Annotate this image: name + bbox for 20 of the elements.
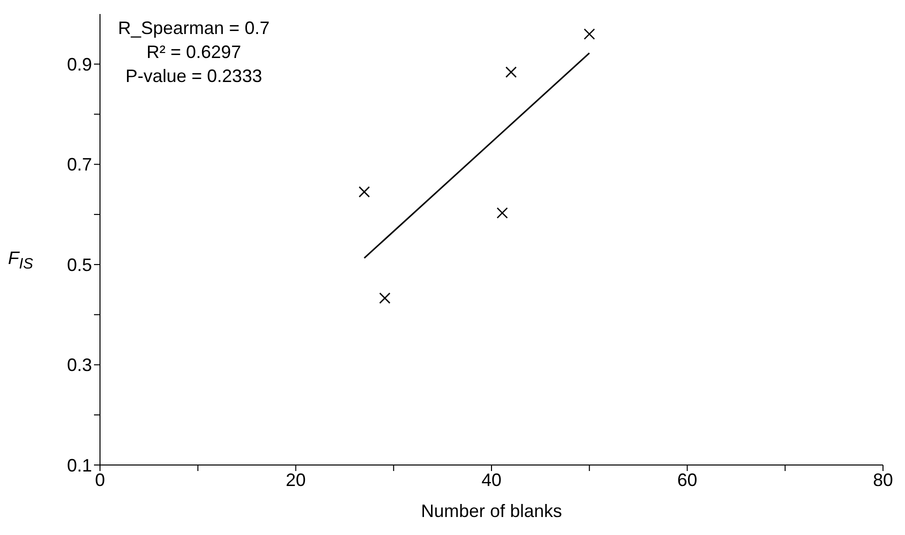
y-tick-label: 0.9 — [66, 54, 92, 74]
x-tick-label: 0 — [94, 470, 106, 490]
x-tick-label: 80 — [872, 470, 894, 490]
annotation: P-value = 0.2333 — [124, 65, 264, 88]
x-tick-label: 60 — [677, 470, 698, 490]
point — [379, 292, 390, 304]
y-tick-label: 0.5 — [66, 254, 92, 275]
y-axis-title: F$_{IS}$ — [8, 248, 34, 273]
point — [505, 66, 517, 78]
y-tick-label: 0.1 — [66, 455, 92, 476]
annotation: R_Spearman = 0.7 — [118, 17, 270, 40]
y-tick-label: 0.3 — [66, 355, 92, 376]
point — [358, 186, 370, 198]
annotation: R² = 0.6297 — [146, 41, 242, 64]
y-tick-label: 0.7 — [66, 154, 92, 175]
x-tick-label: 20 — [286, 470, 306, 490]
point — [584, 28, 596, 40]
point — [496, 207, 508, 219]
x-axis-title: Number of blanks — [420, 501, 562, 521]
x-tick-label: 40 — [481, 470, 502, 490]
